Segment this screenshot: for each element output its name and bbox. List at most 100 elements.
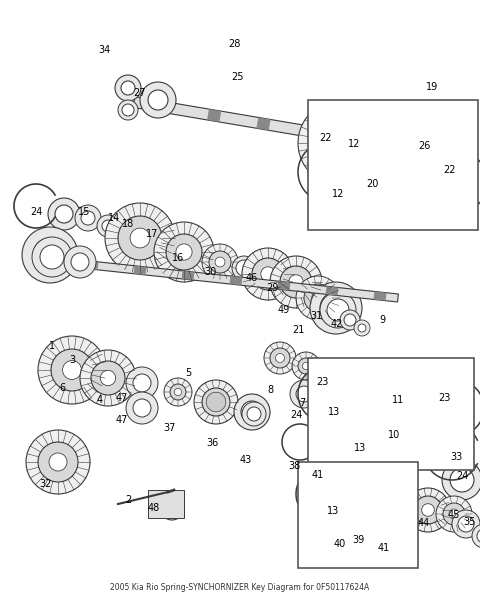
Circle shape	[386, 394, 402, 410]
Circle shape	[450, 468, 474, 492]
Circle shape	[55, 205, 73, 223]
Text: 29: 29	[266, 283, 278, 293]
Circle shape	[126, 367, 158, 399]
Text: 44: 44	[418, 518, 430, 528]
Text: 9: 9	[379, 315, 385, 325]
Circle shape	[368, 190, 376, 198]
Circle shape	[252, 258, 284, 290]
Polygon shape	[355, 134, 369, 147]
Text: 7: 7	[299, 398, 305, 408]
Circle shape	[340, 310, 360, 330]
Circle shape	[403, 139, 425, 161]
Text: 40: 40	[334, 539, 346, 549]
Circle shape	[118, 100, 138, 120]
Circle shape	[289, 275, 303, 289]
Polygon shape	[133, 266, 146, 275]
Text: 48: 48	[148, 503, 160, 513]
Circle shape	[346, 384, 374, 412]
Circle shape	[320, 292, 356, 328]
Polygon shape	[306, 126, 320, 139]
Circle shape	[236, 260, 252, 276]
Text: 32: 32	[40, 479, 52, 489]
Polygon shape	[405, 142, 419, 155]
Circle shape	[48, 198, 80, 230]
Circle shape	[62, 361, 82, 379]
Circle shape	[452, 510, 480, 538]
Circle shape	[340, 397, 356, 413]
Text: 22: 22	[320, 133, 332, 143]
Circle shape	[165, 501, 179, 515]
Circle shape	[304, 284, 332, 312]
Circle shape	[414, 496, 442, 524]
Bar	[308, 358, 474, 470]
Circle shape	[328, 131, 352, 155]
Circle shape	[341, 521, 355, 535]
Circle shape	[422, 503, 434, 516]
Circle shape	[298, 101, 382, 185]
Circle shape	[118, 216, 162, 260]
Circle shape	[392, 142, 464, 214]
Text: 26: 26	[418, 141, 430, 151]
Circle shape	[100, 370, 116, 386]
Circle shape	[140, 82, 176, 118]
Circle shape	[102, 220, 114, 232]
Circle shape	[357, 509, 379, 531]
Polygon shape	[207, 109, 221, 122]
Text: 20: 20	[366, 179, 378, 189]
Circle shape	[296, 386, 312, 402]
Text: 3: 3	[69, 355, 75, 365]
Text: 23: 23	[438, 393, 450, 403]
Circle shape	[472, 524, 480, 548]
Circle shape	[449, 509, 459, 519]
Circle shape	[327, 299, 349, 321]
Circle shape	[386, 372, 454, 440]
Circle shape	[26, 430, 90, 494]
Circle shape	[210, 396, 222, 408]
Text: 41: 41	[312, 470, 324, 480]
Circle shape	[344, 401, 352, 409]
Circle shape	[115, 75, 141, 101]
Text: 15: 15	[78, 207, 90, 217]
Circle shape	[22, 227, 78, 283]
Text: 47: 47	[116, 393, 128, 403]
Text: 19: 19	[426, 82, 438, 92]
Text: 21: 21	[292, 325, 304, 335]
Circle shape	[354, 392, 366, 404]
Circle shape	[406, 156, 450, 200]
Text: 45: 45	[448, 510, 460, 520]
Text: 2005 Kia Rio Spring-SYNCHORNIZER Key Diagram for 0F50117624A: 2005 Kia Rio Spring-SYNCHORNIZER Key Dia…	[110, 583, 370, 592]
Text: 38: 38	[288, 461, 300, 471]
Circle shape	[264, 342, 296, 374]
Circle shape	[166, 234, 202, 270]
Text: 13: 13	[328, 407, 340, 417]
Text: 24: 24	[30, 207, 42, 217]
Circle shape	[206, 392, 226, 412]
Text: 24: 24	[290, 410, 302, 420]
Polygon shape	[277, 281, 290, 290]
Circle shape	[80, 350, 136, 406]
Circle shape	[320, 292, 352, 324]
Circle shape	[290, 380, 318, 408]
Circle shape	[194, 380, 238, 424]
Circle shape	[121, 81, 135, 95]
Circle shape	[458, 516, 474, 532]
Text: 35: 35	[464, 517, 476, 527]
Circle shape	[406, 488, 450, 532]
Text: 46: 46	[246, 273, 258, 283]
Circle shape	[133, 374, 151, 392]
Circle shape	[396, 132, 432, 168]
Circle shape	[247, 407, 261, 421]
Circle shape	[164, 378, 192, 406]
Circle shape	[81, 211, 95, 225]
Text: 14: 14	[108, 213, 120, 223]
Circle shape	[340, 146, 384, 190]
Circle shape	[270, 348, 290, 368]
Circle shape	[442, 460, 480, 500]
Circle shape	[209, 251, 231, 273]
Circle shape	[344, 524, 352, 532]
Text: 2: 2	[125, 495, 131, 505]
Circle shape	[91, 361, 125, 395]
Polygon shape	[61, 258, 398, 302]
Circle shape	[343, 505, 353, 515]
Circle shape	[302, 362, 310, 370]
